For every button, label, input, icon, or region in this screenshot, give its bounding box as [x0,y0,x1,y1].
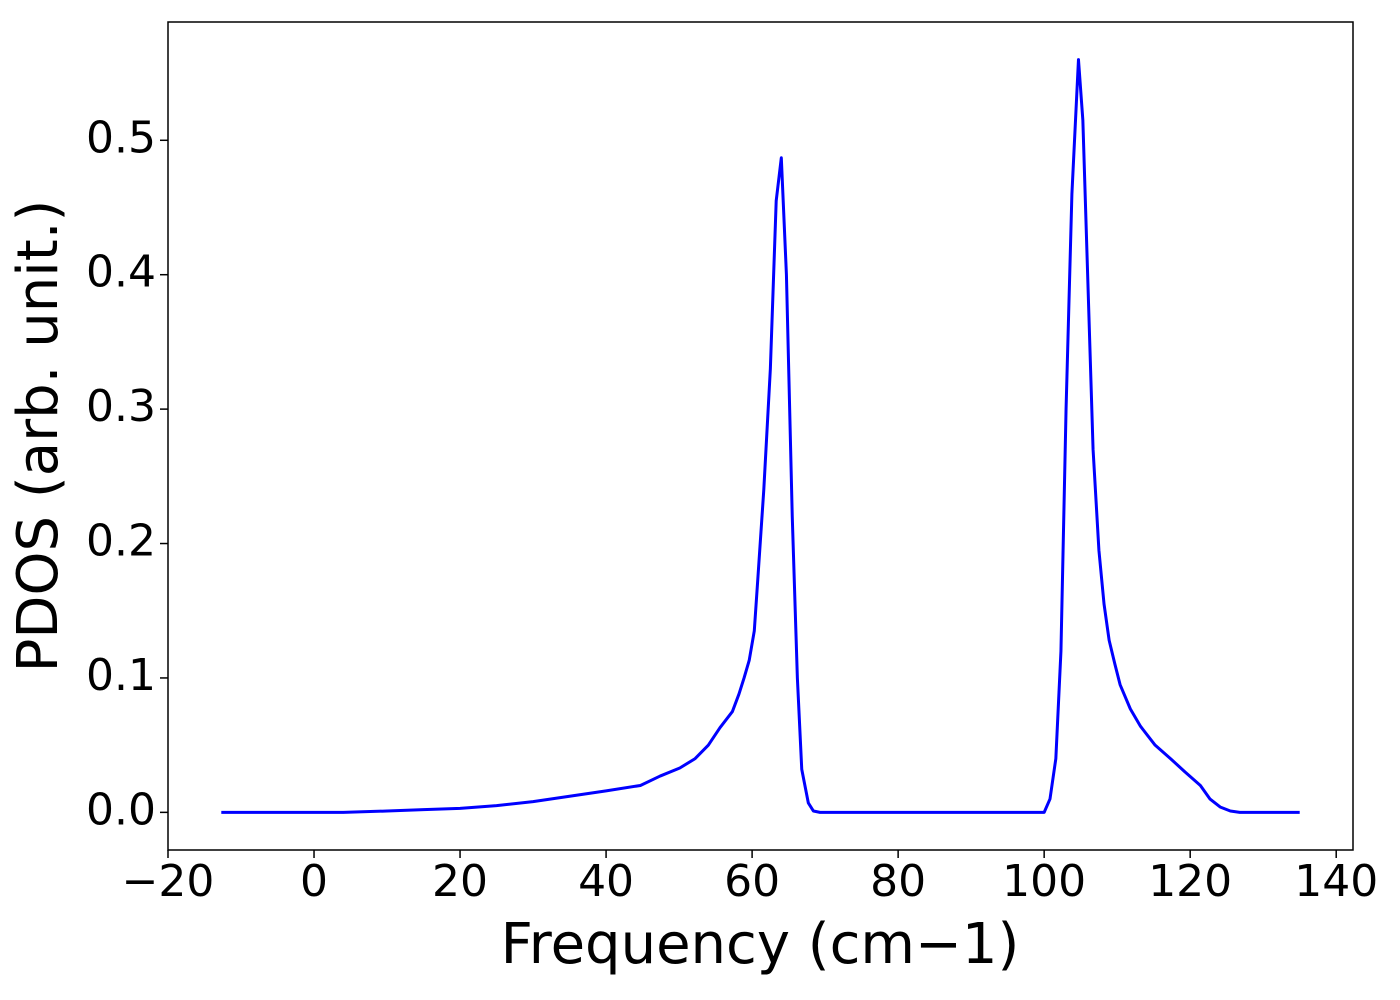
y-tick-label: 0.4 [86,247,156,298]
x-tick-label: 20 [432,856,488,907]
x-tick-label: 40 [578,856,634,907]
y-tick-label: 0.2 [86,516,156,567]
x-tick-label: −20 [122,856,215,907]
x-tick-label: 120 [1148,856,1232,907]
x-tick-label: 0 [300,856,328,907]
x-tick-label: 140 [1294,856,1378,907]
x-tick-label: 100 [1002,856,1086,907]
y-tick-label: 0.3 [86,381,156,432]
x-tick-label: 80 [870,856,926,907]
line-series [221,58,1300,814]
y-tick-label: 0.1 [86,650,156,701]
x-axis-label: Frequency (cm−1) [501,912,1020,977]
y-axis-label: PDOS (arb. unit.) [6,200,71,673]
y-tick-label: 0.0 [86,784,156,835]
plot-frame [167,21,1354,851]
y-tick-label: 0.5 [86,112,156,163]
x-tick-label: 60 [724,856,780,907]
